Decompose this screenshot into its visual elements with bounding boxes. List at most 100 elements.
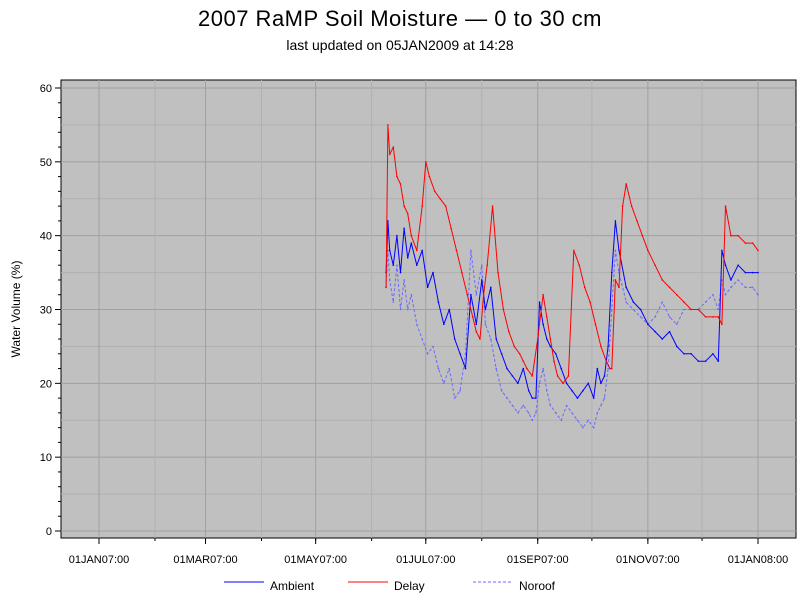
data-point-noroof — [661, 301, 664, 303]
data-point-noroof — [704, 301, 707, 303]
data-point-ambient — [453, 338, 456, 340]
data-point-noroof — [724, 293, 727, 296]
data-point-delay — [712, 316, 714, 318]
data-point-ambient — [712, 353, 714, 355]
data-point-delay — [482, 293, 485, 296]
grid-lines — [61, 80, 796, 538]
data-point-ambient — [618, 249, 620, 252]
data-point-noroof — [484, 323, 487, 326]
data-point-delay — [403, 205, 405, 207]
data-point-delay — [387, 124, 389, 126]
y-tick-label: 0 — [46, 526, 52, 538]
data-point-delay — [600, 345, 602, 348]
data-point-ambient — [459, 353, 461, 355]
data-point-delay — [618, 286, 620, 289]
y-tick-label: 50 — [40, 157, 52, 169]
data-point-delay — [475, 330, 478, 333]
data-point-noroof — [480, 264, 483, 267]
data-point-ambient — [443, 323, 445, 326]
data-point-delay — [704, 316, 707, 318]
data-point-ambient — [511, 375, 514, 377]
data-point-ambient — [388, 249, 391, 252]
data-point-delay — [531, 375, 534, 377]
data-point-delay — [583, 286, 586, 289]
data-point-noroof — [437, 367, 440, 370]
data-point-noroof — [443, 382, 445, 385]
data-point-delay — [455, 249, 458, 252]
data-point-noroof — [757, 293, 759, 296]
data-point-ambient — [737, 264, 739, 267]
data-point-noroof — [410, 293, 413, 296]
data-point-delay — [567, 375, 570, 377]
data-point-ambient — [480, 279, 483, 281]
data-point-noroof — [392, 301, 395, 303]
chart-title: 2007 RaMP Soil Moisture — 0 to 30 cm — [198, 6, 602, 31]
data-point-ambient — [717, 360, 720, 362]
data-point-ambient — [565, 382, 568, 385]
data-point-noroof — [654, 316, 656, 318]
data-point-delay — [647, 249, 649, 252]
data-point-ambient — [426, 286, 429, 289]
data-point-noroof — [625, 301, 627, 303]
data-point-delay — [630, 205, 633, 207]
data-point-delay — [724, 205, 727, 207]
data-point-delay — [573, 249, 575, 252]
series-line-delay — [385, 124, 759, 384]
data-point-delay — [439, 197, 442, 200]
data-point-noroof — [470, 249, 472, 252]
data-point-delay — [556, 375, 559, 377]
data-point-noroof — [600, 404, 602, 407]
data-point-ambient — [576, 397, 579, 399]
data-point-ambient — [527, 389, 530, 392]
data-point-noroof — [542, 367, 544, 370]
data-point-delay — [526, 367, 528, 370]
data-point-noroof — [511, 404, 514, 407]
data-point-ambient — [470, 293, 472, 296]
data-point-ambient — [560, 367, 563, 370]
y-axis-label: Water Volume (%) — [9, 261, 23, 358]
data-point-delay — [461, 271, 463, 274]
data-point-ambient — [639, 308, 642, 311]
data-point-ambient — [683, 353, 685, 355]
y-tick-label: 20 — [40, 378, 52, 390]
data-point-ambient — [668, 330, 671, 333]
data-point-ambient — [549, 345, 552, 348]
data-point-ambient — [542, 323, 544, 326]
data-point-ambient — [603, 375, 606, 377]
data-point-ambient — [610, 271, 613, 274]
data-point-noroof — [545, 389, 548, 392]
data-point-ambient — [406, 257, 409, 259]
data-point-delay — [497, 271, 499, 274]
data-point-delay — [396, 175, 398, 178]
data-point-delay — [471, 316, 474, 318]
series-layer — [385, 124, 759, 429]
data-point-delay — [717, 316, 720, 318]
data-point-ambient — [531, 397, 534, 399]
data-point-ambient — [582, 389, 584, 392]
data-point-ambient — [387, 220, 389, 222]
data-point-ambient — [675, 345, 678, 348]
data-point-delay — [697, 308, 700, 311]
data-point-delay — [610, 367, 613, 370]
y-tick-label: 10 — [40, 452, 52, 464]
data-point-ambient — [632, 301, 635, 303]
data-point-noroof — [549, 404, 552, 407]
data-point-delay — [392, 146, 395, 148]
data-point-noroof — [426, 353, 429, 355]
data-point-delay — [522, 360, 525, 362]
data-point-noroof — [421, 338, 423, 340]
data-point-noroof — [475, 293, 478, 296]
data-point-ambient — [484, 308, 487, 311]
data-point-ambient — [545, 338, 548, 340]
data-point-noroof — [464, 353, 467, 355]
data-point-ambient — [625, 286, 627, 289]
data-point-ambient — [587, 382, 590, 385]
data-point-noroof — [459, 389, 461, 392]
data-point-noroof — [527, 412, 530, 414]
data-point-noroof — [538, 382, 541, 385]
data-point-delay — [621, 205, 624, 207]
data-point-noroof — [639, 316, 642, 318]
data-point-ambient — [421, 249, 423, 252]
data-point-ambient — [489, 286, 492, 289]
